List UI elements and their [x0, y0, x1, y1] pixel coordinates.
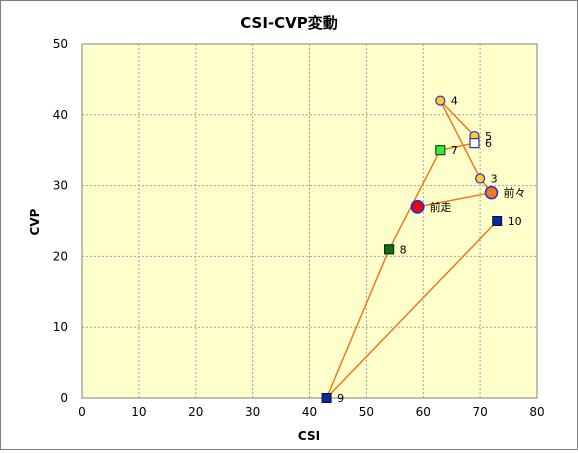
x-tick-label: 50 [359, 405, 374, 419]
point-label: 前走 [430, 200, 452, 214]
point-marker [384, 244, 395, 255]
y-tick-label: 20 [53, 249, 68, 263]
point-marker [321, 393, 332, 403]
y-tick-label: 10 [53, 320, 68, 334]
point-label: 3 [491, 173, 498, 186]
point-label: 9 [337, 392, 344, 405]
chart-title: CSI-CVP変動 [240, 14, 338, 32]
point-label: 4 [451, 95, 458, 108]
x-tick-label: 60 [416, 405, 431, 419]
point-marker [469, 138, 480, 149]
x-tick-label: 30 [245, 405, 260, 419]
y-axis-label: CVP [28, 208, 42, 235]
point-marker [435, 145, 446, 156]
x-tick-label: 40 [302, 405, 317, 419]
point-label: 6 [485, 137, 492, 150]
x-tick-label: 20 [188, 405, 203, 419]
point-label: 前々 [504, 186, 526, 200]
point-marker [484, 185, 499, 200]
grid-lines [82, 44, 537, 398]
point-marker [475, 173, 486, 184]
point-marker [410, 199, 425, 214]
x-tick-label: 10 [131, 405, 146, 419]
point-label: 8 [400, 243, 407, 256]
point-label: 5 [485, 130, 492, 143]
point-labels: 前走 前々 3 4 56 7 8 9 10 [337, 95, 525, 405]
point-marker [435, 95, 446, 106]
y-tick-labels: 0 10 20 30 40 50 [53, 37, 68, 405]
y-tick-label: 0 [60, 391, 68, 405]
series-markers [321, 95, 503, 403]
point-marker [492, 216, 503, 226]
x-tick-label: 0 [78, 405, 86, 419]
x-tick-labels: 0 10 20 30 40 50 60 70 80 [78, 405, 544, 419]
y-tick-label: 40 [53, 108, 68, 122]
x-tick-label: 70 [472, 405, 487, 419]
x-tick-label: 80 [529, 405, 544, 419]
x-axis-label: CSI [298, 429, 320, 443]
y-tick-label: 30 [53, 179, 68, 193]
y-tick-label: 50 [53, 37, 68, 51]
point-label: 7 [451, 144, 458, 157]
point-label: 10 [508, 215, 522, 228]
